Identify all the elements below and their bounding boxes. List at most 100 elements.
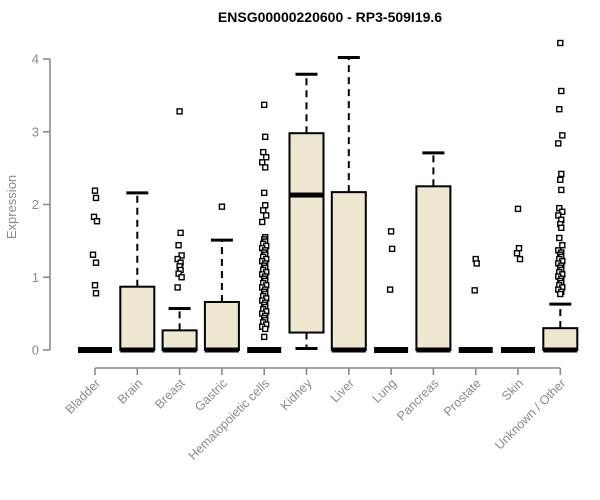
outlier-point <box>259 218 266 226</box>
box-body <box>203 300 240 351</box>
outlier-point <box>263 154 270 161</box>
x-category-label: Hematopoietic cells <box>186 376 273 463</box>
outlier-point <box>178 274 185 281</box>
x-category-label: Lung <box>370 376 400 406</box>
outlier-point <box>89 251 97 258</box>
box-group-prostate <box>458 255 493 353</box>
outlier-point <box>92 290 100 297</box>
outlier-point <box>387 228 395 235</box>
outlier-point <box>514 205 522 213</box>
outlier-point <box>559 208 566 215</box>
outlier-point <box>556 234 563 242</box>
box-group-liver <box>330 56 367 353</box>
outlier-point <box>262 164 269 171</box>
outlier-point <box>261 101 268 109</box>
box-group-hematopoietic-cells <box>247 101 282 353</box>
y-tick-label: 3 <box>32 124 39 139</box>
median-line <box>501 347 535 353</box>
median-line <box>78 347 112 353</box>
median-line <box>543 347 578 353</box>
box-group-kidney <box>288 72 325 351</box>
box-group-lung <box>374 228 409 353</box>
box-group-pancreas <box>415 151 452 353</box>
outlier-point <box>555 140 562 147</box>
y-axis-label: Expression <box>4 175 19 239</box>
box-group-bladder <box>78 187 112 353</box>
median-line <box>458 347 493 353</box>
outlier-point <box>175 242 182 249</box>
outlier-point <box>559 242 566 249</box>
median-line <box>289 192 324 198</box>
outlier-point <box>261 189 268 197</box>
outlier-point <box>93 218 101 225</box>
outlier-point <box>388 245 396 253</box>
outlier-point <box>178 252 185 259</box>
outlier-point <box>218 203 226 210</box>
outlier-point <box>260 207 267 214</box>
outlier-point <box>559 132 566 139</box>
outlier-point <box>556 105 563 113</box>
median-line <box>374 347 409 353</box>
box-body <box>415 185 452 351</box>
outlier-point <box>386 286 394 293</box>
outlier-point <box>513 250 521 257</box>
outlier-point <box>558 186 565 194</box>
box-group-gastric <box>203 203 240 353</box>
outlier-point <box>557 39 564 47</box>
outlier-point <box>515 244 523 252</box>
outlier-point <box>174 284 181 291</box>
box-body <box>288 132 325 334</box>
x-category-label: Liver <box>328 376 357 405</box>
x-category-label: Kidney <box>278 376 315 413</box>
box-group-breast <box>161 108 198 353</box>
y-tick-label: 0 <box>32 343 39 358</box>
outlier-point <box>91 282 99 289</box>
outlier-point <box>557 176 564 183</box>
outlier-point <box>262 325 269 333</box>
outlier-point <box>177 229 184 237</box>
x-category-label: Prostate <box>441 376 484 419</box>
y-tick-label: 1 <box>32 270 39 285</box>
outlier-point <box>259 159 266 166</box>
outlier-point <box>557 290 564 298</box>
median-line <box>331 347 366 353</box>
outlier-point <box>262 133 269 141</box>
outlier-point <box>558 87 565 95</box>
box-group-skin <box>501 205 535 353</box>
outlier-point <box>260 148 267 156</box>
outlier-point <box>91 187 99 194</box>
box-series <box>78 39 579 353</box>
box-group-unknown-other <box>542 39 579 353</box>
outlier-point <box>92 194 100 202</box>
box-body <box>161 329 198 352</box>
outlier-point <box>558 224 565 231</box>
y-tick-label: 2 <box>32 197 39 212</box>
median-line <box>204 347 239 353</box>
box-group-brain <box>119 191 156 353</box>
outlier-point <box>261 333 268 341</box>
x-category-label: Skin <box>499 376 526 403</box>
median-line <box>120 347 155 353</box>
median-line <box>247 347 282 353</box>
outlier-point <box>516 255 524 263</box>
outlier-point <box>473 260 480 267</box>
box-body <box>119 285 156 351</box>
x-category-label: Breast <box>152 376 188 412</box>
x-category-label: Gastric <box>192 376 230 414</box>
median-line <box>416 347 451 353</box>
outlier-point <box>262 202 269 209</box>
outlier-point <box>471 287 478 294</box>
x-category-label: Brain <box>115 376 146 407</box>
box-body <box>542 327 579 351</box>
x-category-label: Pancreas <box>394 376 441 423</box>
outlier-point <box>263 212 270 219</box>
box-body <box>330 191 367 351</box>
x-category-label: Bladder <box>63 376 103 416</box>
median-line <box>162 347 197 353</box>
outlier-point <box>176 108 183 115</box>
y-tick-label: 4 <box>32 52 39 67</box>
chart-title: ENSG00000220600 - RP3-509I19.6 <box>218 9 442 25</box>
outlier-point <box>558 170 565 178</box>
